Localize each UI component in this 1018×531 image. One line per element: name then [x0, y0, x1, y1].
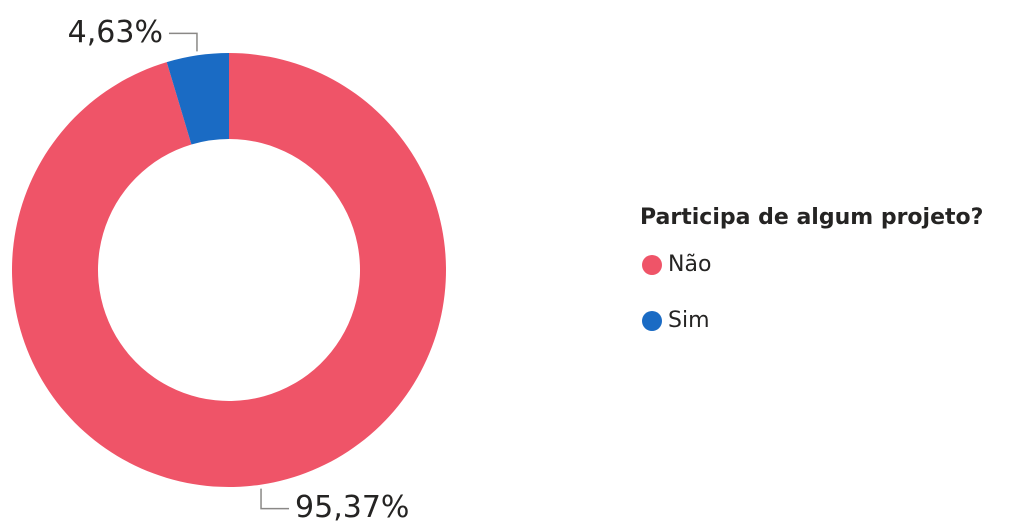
data-label: 4,63% [68, 15, 163, 50]
donut-slice [12, 53, 447, 487]
legend-marker [642, 255, 662, 275]
legend-marker [642, 311, 662, 331]
legend-title: Participa de algum projeto? [640, 205, 983, 230]
leader-line [168, 32, 198, 52]
legend-label: Sim [668, 308, 710, 333]
data-label: 95,37% [295, 490, 409, 525]
leader-line [260, 488, 290, 510]
donut-slice [166, 53, 229, 145]
legend-label: Não [668, 252, 711, 277]
